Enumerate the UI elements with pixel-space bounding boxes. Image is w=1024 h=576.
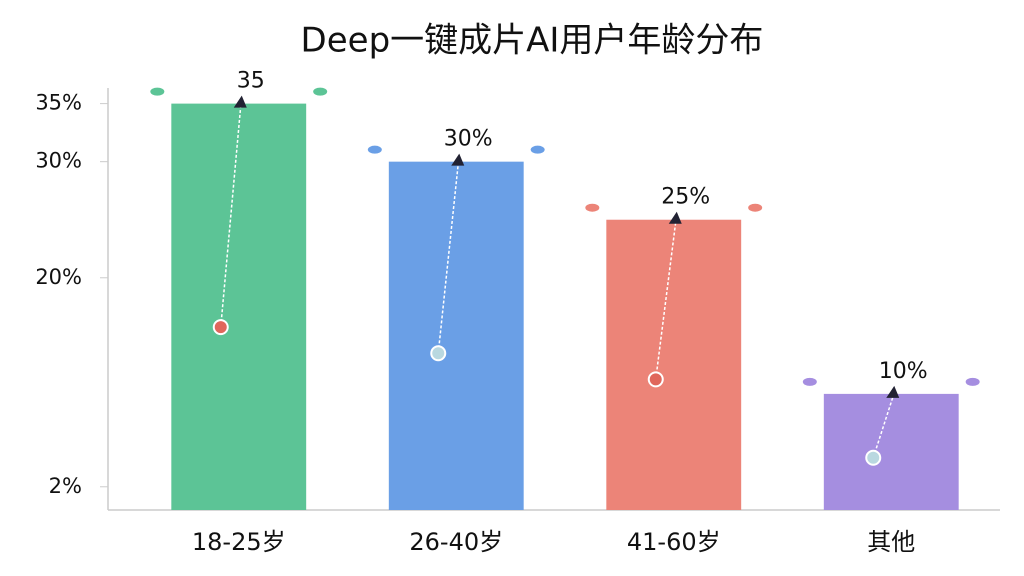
y-tick-label: 2% [49,474,82,498]
decor-arrow [655,221,677,380]
decor-arrowhead [233,95,247,108]
decor-arrowhead [451,153,465,166]
x-tick-label: 18-25岁 [192,528,286,556]
bar [823,393,959,510]
decor-arrowhead [668,211,682,224]
decor-dot [585,203,600,212]
value-label: 10% [879,359,928,384]
bar [388,161,524,510]
decor-marker [212,319,229,336]
decor-arrow [437,163,459,354]
decor-dot [313,87,328,96]
decor-dot [965,377,980,386]
y-tick-label: 30% [35,149,82,173]
value-label: 30% [444,127,493,152]
decor-marker [865,449,882,466]
decor-arrowhead [886,385,900,398]
y-tick-label: 35% [35,91,82,115]
x-tick-label: 其他 [867,528,915,556]
bar [171,103,307,510]
value-label: 25% [661,185,710,210]
decor-arrow [872,395,894,458]
decor-dot [802,377,817,386]
decor-dot [150,87,165,96]
decor-marker [647,371,664,388]
x-tick-label: 41-60岁 [627,528,721,556]
decor-dot [530,145,545,154]
decor-dot [748,203,763,212]
decor-dot [367,145,382,154]
decor-arrow [220,105,242,328]
y-tick-label: 20% [35,265,82,289]
bar [606,219,742,510]
chart-title: Deep一键成片AI用户年龄分布 [301,21,764,61]
x-tick-label: 26-40岁 [409,528,503,556]
value-label: 35 [237,69,265,94]
decor-marker [430,345,447,362]
